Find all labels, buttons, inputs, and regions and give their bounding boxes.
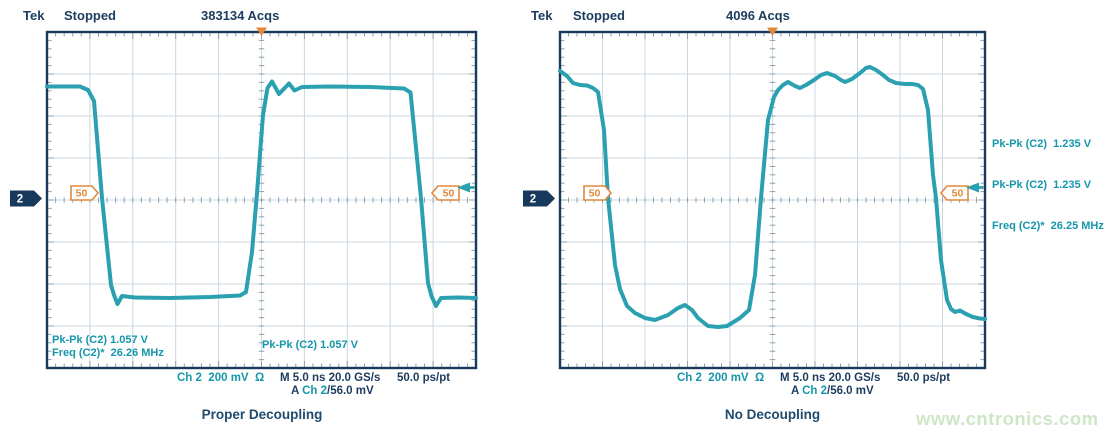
trigger-position-icon — [256, 27, 267, 36]
trigger-level-tag-left — [70, 185, 100, 201]
trigger-suffix: /56.0 mV — [827, 385, 874, 397]
trigger-prefix: A — [791, 385, 803, 397]
channel-2-badge-label: 2 — [530, 194, 536, 206]
watermark-text: www.cntronics.com — [916, 408, 1099, 429]
trigger-level-tag-right-label: 50 — [443, 188, 455, 200]
scope-right-timebase: M 5.0 ns 20.0 GS/s — [780, 372, 881, 384]
scope-right-resolution: 50.0 ps/pt — [897, 372, 951, 384]
scope-right-channel-settings: Ch 2 200 mV Ω — [677, 372, 765, 384]
trigger-source: Ch 2 — [302, 385, 327, 397]
scope-right-trigger-info: A Ch 2/56.0 mV — [791, 385, 874, 397]
scope-left-graticule: 2 50 50 — [10, 27, 478, 370]
caption-proper-decoupling: Proper Decoupling — [201, 407, 323, 422]
caption-no-decoupling: No Decoupling — [724, 407, 821, 422]
scope-left-freq-readout: Freq (C2)* 26.26 MHz — [52, 347, 164, 359]
scope-left-trigger-info: A Ch 2/56.0 mV — [291, 385, 374, 397]
scope-right-brand: Tek — [531, 8, 553, 23]
trigger-suffix: /56.0 mV — [327, 385, 374, 397]
scope-left-acqs: 383134 Acqs — [201, 8, 280, 23]
waveform-trace — [558, 65, 987, 329]
channel-2-badge — [523, 190, 555, 207]
channel-2-badge-label: 2 — [17, 194, 23, 206]
trigger-level-tag-right — [430, 185, 460, 201]
scope-left-channel-settings: Ch 2 200 mV Ω — [177, 372, 265, 384]
scope-left-timebase: M 5.0 ns 20.0 GS/s — [280, 372, 381, 384]
scope-left-pkpk-readout: Pk-Pk (C2) 1.057 V — [52, 334, 148, 346]
scope-right-graticule: 2 50 50 — [523, 27, 987, 370]
scope-right-freq-readout: Freq (C2)* 26.25 MHz — [992, 220, 1104, 232]
trigger-level-tag-right-label: 50 — [952, 188, 964, 200]
channel-2-badge — [10, 190, 42, 207]
scope-left-brand: Tek — [23, 8, 45, 23]
trigger-source: Ch 2 — [802, 385, 827, 397]
trigger-prefix: A — [291, 385, 303, 397]
scope-right-acqs: 4096 Acqs — [726, 8, 790, 23]
scope-right-status: Stopped — [573, 8, 625, 23]
trigger-arrow-icon — [457, 182, 475, 193]
trigger-arrow-icon — [966, 182, 984, 193]
trigger-level-tag-left — [583, 185, 613, 201]
scope-left-resolution: 50.0 ps/pt — [397, 372, 451, 384]
scope-left-status: Stopped — [64, 8, 116, 23]
trigger-level-tag-left-label: 50 — [76, 188, 88, 200]
scope-left-pkpk-mid-readout: Pk-Pk (C2) 1.057 V — [262, 339, 358, 351]
waveform-trace — [45, 79, 478, 308]
trigger-level-tag-right — [939, 185, 969, 201]
trigger-position-icon — [767, 27, 778, 36]
scope-right-pkpk-readout-2: Pk-Pk (C2) 1.235 V — [992, 179, 1092, 191]
scope-right-pkpk-readout-1: Pk-Pk (C2) 1.235 V — [992, 138, 1092, 150]
trigger-level-tag-left-label: 50 — [589, 188, 601, 200]
